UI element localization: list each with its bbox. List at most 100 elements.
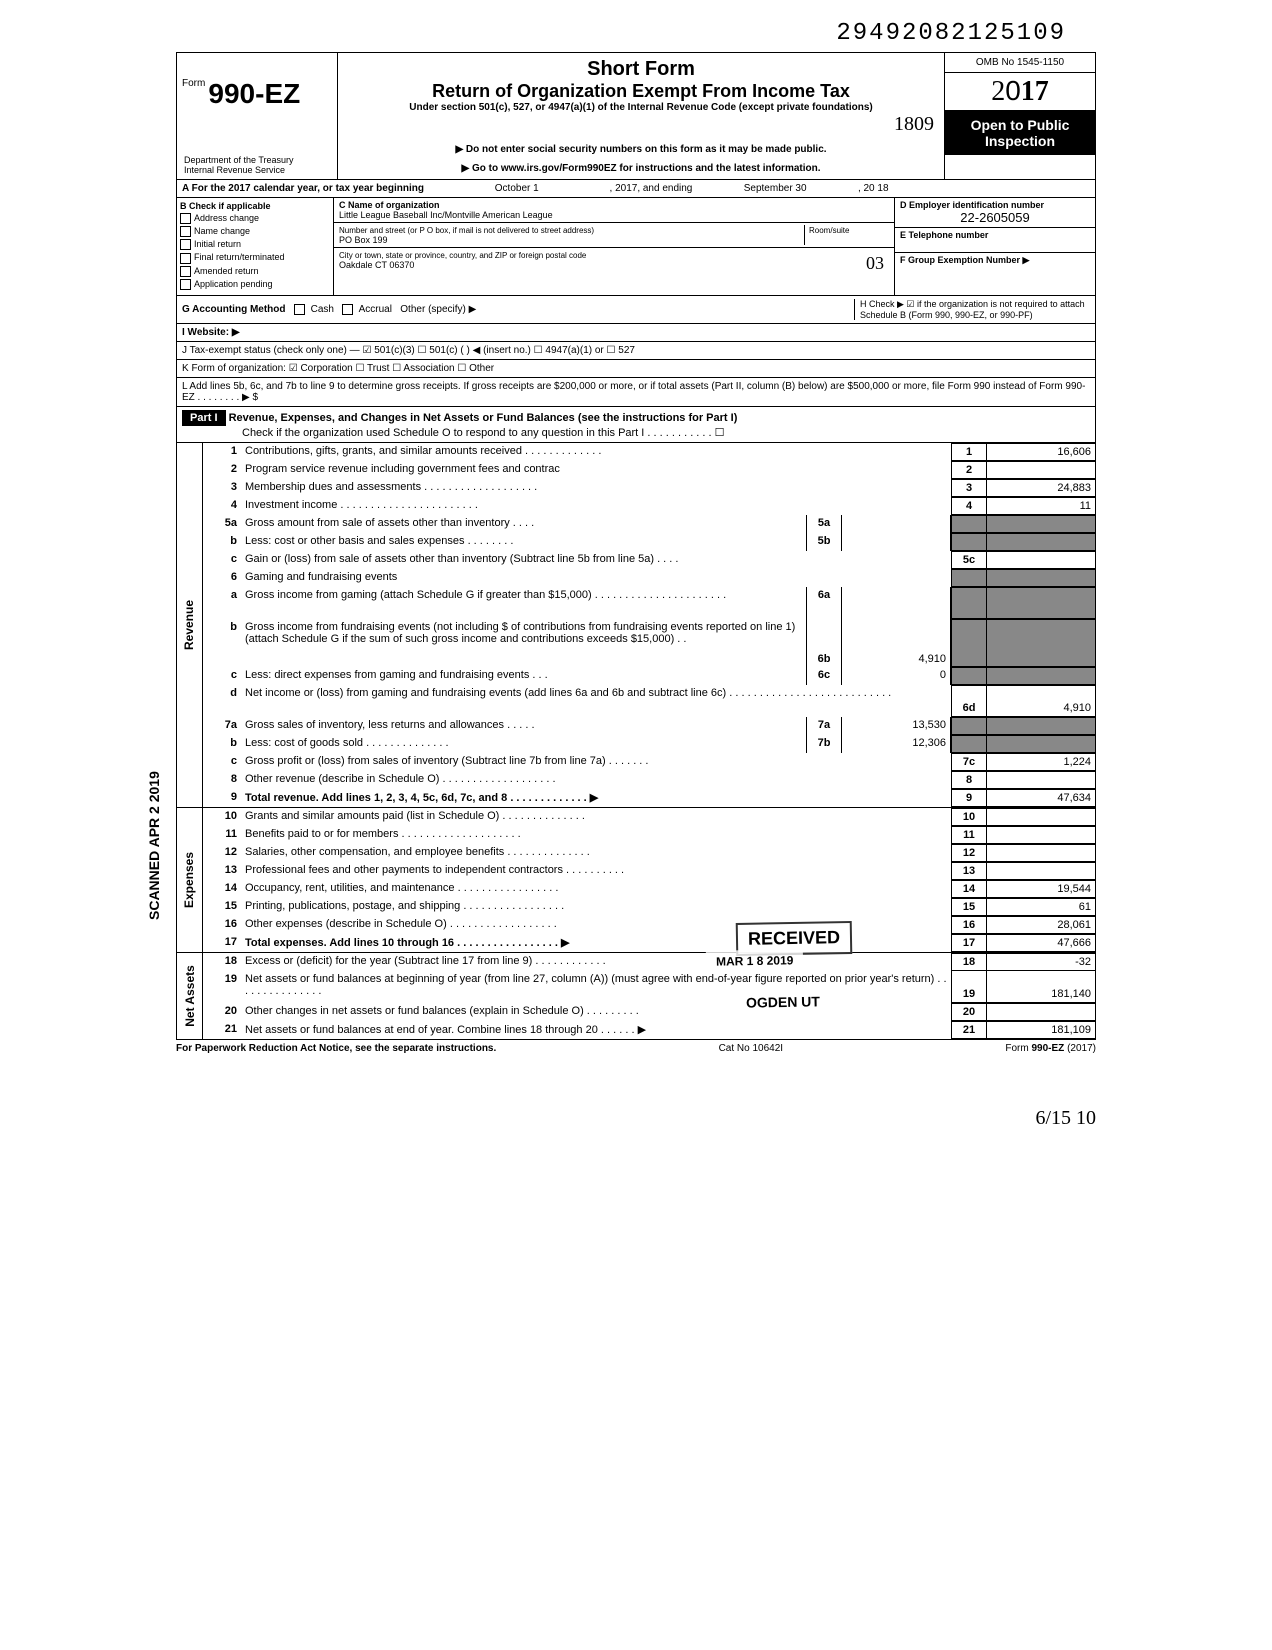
l7b-shade2: [987, 735, 1095, 753]
j-tax-status: J Tax-exempt status (check only one) — ☑…: [182, 345, 859, 356]
l6-shade: [951, 569, 987, 587]
l5b-shade2: [987, 533, 1095, 551]
l11-endnum: 11: [951, 826, 987, 844]
l5a-shade: [951, 515, 987, 533]
l6a-num: a: [203, 587, 241, 619]
l5b-desc: Less: cost or other basis and sales expe…: [241, 533, 806, 551]
l6-shade2: [987, 569, 1095, 587]
title-short-form: Short Form: [348, 58, 934, 81]
open-to-public: Open to Public Inspection: [945, 111, 1095, 155]
chk-amended[interactable]: [180, 266, 191, 277]
l6-desc: Gaming and fundraising events: [241, 569, 951, 587]
l5c-num: c: [203, 551, 241, 569]
l7a-midnum: 7a: [806, 717, 842, 735]
l6b-midval: 4,910: [842, 619, 951, 667]
dept-treasury: Department of the Treasury: [184, 155, 294, 165]
lbl-accrual: Accrual: [359, 304, 392, 315]
l6b-midnum: 6b: [806, 619, 842, 667]
street-label: Number and street (or P O box, if mail i…: [339, 226, 594, 235]
row-i: I Website: ▶: [176, 324, 1096, 342]
row-a-end-month: September 30: [695, 183, 855, 194]
form-header: Form 990-EZ Department of the Treasury I…: [176, 52, 1096, 180]
l8-desc: Other revenue (describe in Schedule O) .…: [241, 771, 951, 789]
part1-check: Check if the organization used Schedule …: [182, 426, 1090, 439]
l13-desc: Professional fees and other payments to …: [241, 862, 951, 880]
l6b-num: b: [203, 619, 241, 667]
l7b-midnum: 7b: [806, 735, 842, 753]
l20-desc: Other changes in net assets or fund bala…: [241, 1003, 951, 1021]
chk-address-change[interactable]: [180, 213, 191, 224]
street-value: PO Box 199: [339, 235, 388, 245]
l3-num: 3: [203, 479, 241, 497]
l12-endnum: 12: [951, 844, 987, 862]
l20-val: [987, 1003, 1095, 1021]
f-label: F Group Exemption Number ▶: [900, 255, 1029, 265]
row-j: J Tax-exempt status (check only one) — ☑…: [176, 342, 1096, 360]
l20-endnum: 20: [951, 1003, 987, 1021]
l3-val: 24,883: [987, 479, 1095, 497]
l18-endnum: 18: [951, 953, 987, 971]
lbl-other-method: Other (specify) ▶: [400, 304, 476, 315]
l6-num: 6: [203, 569, 241, 587]
l1-num: 1: [203, 443, 241, 461]
row-a-label: A For the 2017 calendar year, or tax yea…: [182, 183, 424, 194]
l5c-endnum: 5c: [951, 551, 987, 569]
chk-pending[interactable]: [180, 279, 191, 290]
l4-endnum: 4: [951, 497, 987, 515]
row-a-begin: October 1: [427, 183, 607, 194]
l7b-shade: [951, 735, 987, 753]
footer-right: Form 990-EZ (2017): [1005, 1043, 1096, 1054]
l8-endnum: 8: [951, 771, 987, 789]
l17-val: 47,666: [987, 934, 1095, 952]
l8-val: [987, 771, 1095, 789]
l21-endnum: 21: [951, 1021, 987, 1039]
l6c-midval: 0: [842, 667, 951, 685]
handwritten-bottom: 6/15 10: [176, 1107, 1096, 1130]
row-a-end-year: , 20 18: [858, 183, 889, 194]
l17-endnum: 17: [951, 934, 987, 952]
chk-accrual[interactable]: [342, 304, 353, 315]
l10-endnum: 10: [951, 808, 987, 826]
l20-num: 20: [203, 1003, 241, 1021]
lbl-address-change: Address change: [194, 213, 259, 223]
lbl-cash: Cash: [311, 304, 334, 315]
part1-label: Part I: [182, 410, 226, 426]
row-g: G Accounting Method Cash Accrual Other (…: [176, 296, 1096, 324]
l1-desc: Contributions, gifts, grants, and simila…: [241, 443, 951, 461]
city-label: City or town, state or province, country…: [339, 251, 586, 260]
handwritten-room: 03: [866, 253, 884, 274]
l14-num: 14: [203, 880, 241, 898]
l6a-desc: Gross income from gaming (attach Schedul…: [241, 587, 806, 619]
l7a-shade2: [987, 717, 1095, 735]
l7a-desc: Gross sales of inventory, less returns a…: [241, 717, 806, 735]
l5c-val: [987, 551, 1095, 569]
l6b-desc: Gross income from fundraising events (no…: [241, 619, 806, 667]
l1-endnum: 1: [951, 443, 987, 461]
chk-cash[interactable]: [294, 304, 305, 315]
l9-desc: Total revenue. Add lines 1, 2, 3, 4, 5c,…: [241, 789, 951, 807]
l19-desc: Net assets or fund balances at beginning…: [241, 971, 951, 1003]
l5c-desc: Gain or (loss) from sale of assets other…: [241, 551, 951, 569]
form-number: 990-EZ: [208, 78, 300, 109]
part1-title: Revenue, Expenses, and Changes in Net As…: [229, 412, 738, 424]
chk-initial-return[interactable]: [180, 239, 191, 250]
l15-val: 61: [987, 898, 1095, 916]
side-expenses: Expenses: [183, 852, 197, 908]
footer-mid: Cat No 10642I: [719, 1043, 784, 1054]
l3-desc: Membership dues and assessments . . . . …: [241, 479, 951, 497]
l19-num: 19: [203, 971, 241, 1003]
l14-endnum: 14: [951, 880, 987, 898]
l5b-shade: [951, 533, 987, 551]
l5a-midval: [842, 515, 951, 533]
l6a-shade2: [987, 587, 1095, 619]
l9-val: 47,634: [987, 789, 1095, 807]
l6c-midnum: 6c: [806, 667, 842, 685]
chk-final-return[interactable]: [180, 253, 191, 264]
chk-name-change[interactable]: [180, 226, 191, 237]
lbl-final-return: Final return/terminated: [194, 252, 285, 262]
l21-num: 21: [203, 1021, 241, 1039]
l10-desc: Grants and similar amounts paid (list in…: [241, 808, 951, 826]
l7a-shade: [951, 717, 987, 735]
l4-val: 11: [987, 497, 1095, 515]
l6d-desc: Net income or (loss) from gaming and fun…: [241, 685, 951, 717]
